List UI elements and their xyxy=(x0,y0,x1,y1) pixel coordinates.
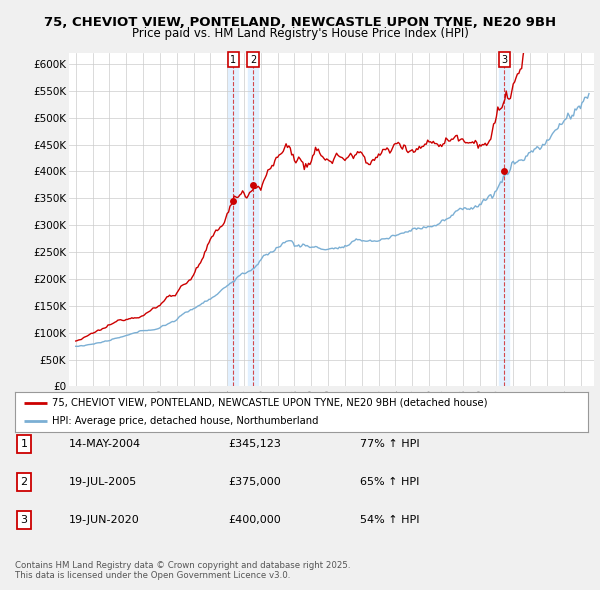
Text: 1: 1 xyxy=(230,54,236,64)
Text: £400,000: £400,000 xyxy=(228,516,281,525)
Text: 1: 1 xyxy=(20,440,28,449)
Text: 65% ↑ HPI: 65% ↑ HPI xyxy=(360,477,419,487)
Bar xyxy=(229,53,238,386)
Text: Contains HM Land Registry data © Crown copyright and database right 2025.
This d: Contains HM Land Registry data © Crown c… xyxy=(15,561,350,580)
Text: 75, CHEVIOT VIEW, PONTELAND, NEWCASTLE UPON TYNE, NE20 9BH: 75, CHEVIOT VIEW, PONTELAND, NEWCASTLE U… xyxy=(44,16,556,29)
Text: 19-JUL-2005: 19-JUL-2005 xyxy=(69,477,137,487)
Text: HPI: Average price, detached house, Northumberland: HPI: Average price, detached house, Nort… xyxy=(52,416,319,426)
Text: 19-JUN-2020: 19-JUN-2020 xyxy=(69,516,140,525)
Text: 54% ↑ HPI: 54% ↑ HPI xyxy=(360,516,419,525)
Text: 75, CHEVIOT VIEW, PONTELAND, NEWCASTLE UPON TYNE, NE20 9BH (detached house): 75, CHEVIOT VIEW, PONTELAND, NEWCASTLE U… xyxy=(52,398,488,408)
Text: 14-MAY-2004: 14-MAY-2004 xyxy=(69,440,141,449)
Text: 3: 3 xyxy=(20,516,28,525)
Text: 3: 3 xyxy=(501,54,508,64)
Text: £375,000: £375,000 xyxy=(228,477,281,487)
Bar xyxy=(248,53,259,386)
Bar xyxy=(499,53,509,386)
Text: 2: 2 xyxy=(250,54,256,64)
Text: 2: 2 xyxy=(20,477,28,487)
Text: 77% ↑ HPI: 77% ↑ HPI xyxy=(360,440,419,449)
Text: £345,123: £345,123 xyxy=(228,440,281,449)
Text: Price paid vs. HM Land Registry's House Price Index (HPI): Price paid vs. HM Land Registry's House … xyxy=(131,27,469,40)
